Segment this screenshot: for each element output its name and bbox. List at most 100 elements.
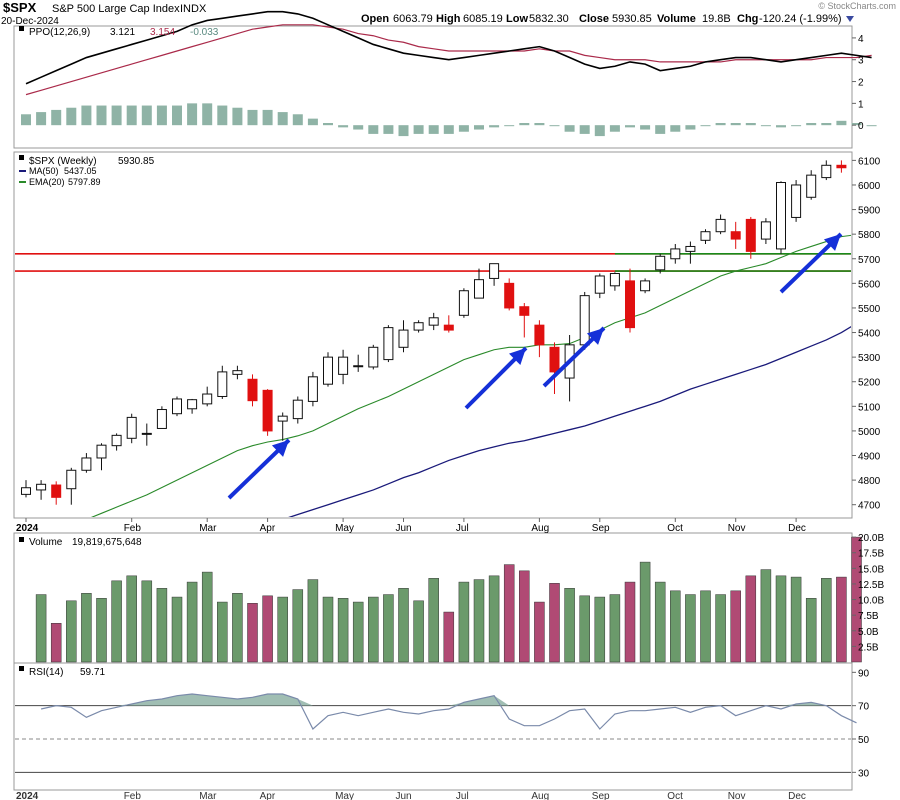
volume-bar xyxy=(141,580,153,663)
volume-bar xyxy=(715,594,726,663)
ppo-histogram-bar xyxy=(96,105,107,126)
price-axis-tick-label: 5900 xyxy=(858,206,881,217)
candle-up xyxy=(21,487,31,495)
candle-down xyxy=(745,218,756,252)
ppo-histogram-bar xyxy=(594,125,605,137)
rsi-line xyxy=(40,693,857,730)
volume-bar xyxy=(398,588,409,663)
volume-bar xyxy=(307,579,319,663)
high-value: 6085.19 xyxy=(463,13,503,25)
ppo-histogram-bar xyxy=(156,105,167,126)
candle-down xyxy=(51,484,62,498)
candle-up xyxy=(232,370,243,375)
watermark: © StockCharts.com xyxy=(818,1,896,11)
candle-up xyxy=(579,295,590,346)
candle-up xyxy=(323,356,333,385)
ppo-histogram-bar xyxy=(670,125,681,132)
ppo-histogram-bar xyxy=(277,112,288,126)
x-tick-label-bottom: May xyxy=(335,791,354,800)
ppo-histogram-bar xyxy=(625,125,635,128)
x-tick-label-bottom: Mar xyxy=(199,791,217,800)
candle-up xyxy=(609,273,620,287)
volume-bar xyxy=(201,571,213,663)
rsi-axis-tick-label: 90 xyxy=(858,668,870,679)
volume-legend-name: Volume xyxy=(29,537,63,548)
volume-bar xyxy=(760,569,772,663)
volume-bar xyxy=(50,623,62,663)
ppo-histogram-bar xyxy=(866,125,877,127)
price-axis-tick-label: 4900 xyxy=(858,452,881,463)
price-axis-tick-label: 6100 xyxy=(858,156,881,167)
ppo-histogram-bar xyxy=(172,105,182,126)
volume-axis-tick-label: 17.5B xyxy=(858,549,884,560)
ppo-line xyxy=(25,10,872,85)
annotation-arrow-head xyxy=(509,348,526,365)
ppo-histogram-bar xyxy=(428,125,439,134)
x-tick-label: Nov xyxy=(728,523,746,534)
x-tick-label: Dec xyxy=(788,523,806,534)
x-tick-label-bottom: Dec xyxy=(788,791,806,800)
dropdown-triangle-icon[interactable] xyxy=(846,16,854,22)
candle-up xyxy=(96,444,107,459)
ema20-line xyxy=(90,234,851,517)
volume-bar xyxy=(745,575,757,663)
ppo-histogram-bar xyxy=(247,109,258,126)
x-tick-label: May xyxy=(335,523,354,534)
ppo-histogram-bar xyxy=(398,125,409,137)
ppo-histogram-bar xyxy=(443,125,454,134)
volume-bar xyxy=(156,588,168,663)
candle-up xyxy=(187,399,198,410)
ppo-histogram-bar xyxy=(383,125,394,134)
volume-bar xyxy=(352,601,364,663)
ppo-histogram-bar xyxy=(232,107,243,126)
price-axis-tick-label: 5700 xyxy=(858,255,881,266)
ppo-histogram-bar xyxy=(323,123,333,126)
ppo-histogram-bar xyxy=(519,123,530,126)
ppo-histogram-bar xyxy=(776,125,786,128)
ppo-histogram-bar xyxy=(745,123,756,126)
rsi-axis-tick-label: 70 xyxy=(858,702,870,713)
volume-legend: Volume 19,819,675,648 xyxy=(19,537,142,548)
candle-up xyxy=(338,356,349,375)
candle-down xyxy=(534,324,545,346)
close-value: 5930.85 xyxy=(612,13,652,25)
price-axis-tick-label: 5300 xyxy=(858,353,881,364)
volume-axis-tick-label: 7.5B xyxy=(858,611,879,622)
ema20-legend-value: 5797.89 xyxy=(68,177,101,187)
candle-up xyxy=(36,483,47,491)
ppo-histogram-bar xyxy=(655,125,666,134)
ppo-histogram-bar xyxy=(760,125,771,127)
candle-down xyxy=(625,280,635,329)
ppo-histogram-bar xyxy=(21,114,31,126)
x-tick-label-bottom: Oct xyxy=(667,791,683,800)
volume-bar xyxy=(670,590,681,663)
candle-down xyxy=(836,164,847,169)
candle-up xyxy=(791,184,802,218)
volume-bar xyxy=(322,596,334,663)
volume-bar xyxy=(262,595,273,663)
rsi-legend: RSI(14) 59.71 xyxy=(19,666,105,678)
ppo-histogram-bar xyxy=(126,105,137,126)
volume-axis-tick-label: 20.0B xyxy=(858,533,884,544)
annotation-arrow-head xyxy=(586,328,604,345)
candle-up xyxy=(81,457,92,471)
rsi-legend-name: RSI(14) xyxy=(29,667,63,678)
volume-bar xyxy=(96,598,107,663)
ppo-histogram-bar xyxy=(217,105,228,126)
ma50-legend-value: 5437.05 xyxy=(64,166,97,176)
volume-bar xyxy=(549,583,560,663)
x-tick-label: Apr xyxy=(260,523,276,534)
candle-up xyxy=(489,263,500,279)
price-legend: $SPX (Weekly) 5930.85 MA(50) 5437.05 EMA… xyxy=(19,155,155,187)
candle-up xyxy=(715,218,726,233)
ppo-histogram-bar xyxy=(338,125,349,128)
candle-up xyxy=(760,221,771,240)
ppo-legend-swatch xyxy=(19,26,24,31)
price-axis-tick-label: 5500 xyxy=(858,304,881,315)
x-tick-label-bottom: Jun xyxy=(396,791,412,800)
chart-date: 20-Dec-2024 xyxy=(1,16,59,27)
volume-legend-swatch xyxy=(19,537,24,542)
volume-bar xyxy=(775,575,787,663)
x-tick-label: Oct xyxy=(667,523,683,534)
